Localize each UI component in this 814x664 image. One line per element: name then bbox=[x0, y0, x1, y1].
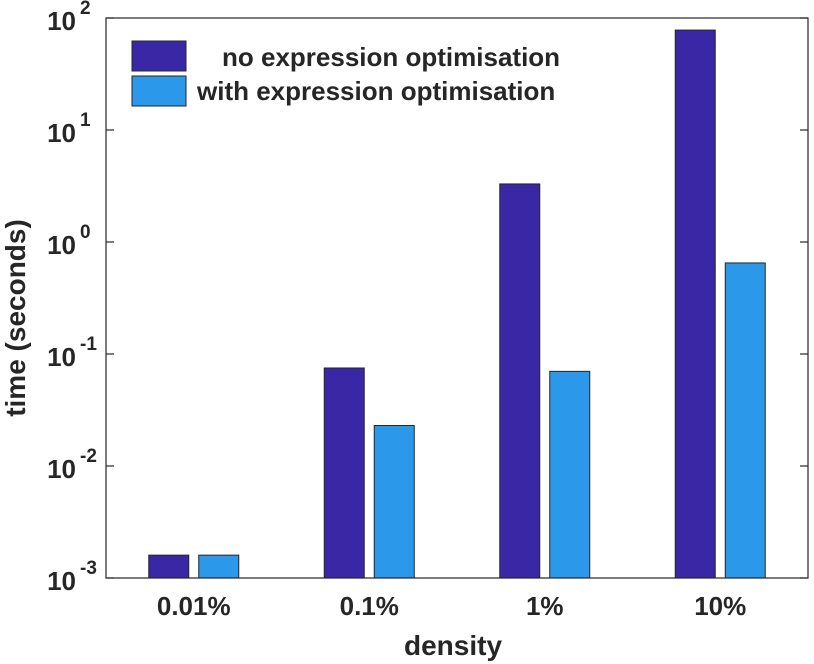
bar-no-opt-3 bbox=[674, 29, 716, 579]
y-tick-label-base: 10 bbox=[47, 454, 76, 484]
y-tick-label-exponent: -2 bbox=[80, 446, 97, 467]
x-tick-label: 0.01% bbox=[157, 591, 231, 621]
y-tick-label-base: 10 bbox=[47, 230, 76, 260]
legend-swatch-with-optimisation bbox=[131, 75, 187, 107]
legend-label-no-optimisation: no expression optimisation bbox=[222, 42, 560, 72]
y-tick-label-exponent: 0 bbox=[80, 222, 91, 243]
y-tick-label-exponent: 1 bbox=[80, 110, 91, 131]
bar-with-opt-2 bbox=[549, 370, 591, 579]
y-tick-label-base: 10 bbox=[47, 6, 76, 36]
legend-swatch-no-optimisation bbox=[131, 40, 187, 72]
legend: no expression optimisation with expressi… bbox=[131, 40, 560, 107]
plot-frame bbox=[105, 17, 809, 579]
y-tick-label-exponent: 2 bbox=[80, 0, 91, 19]
bar-no-opt-2 bbox=[499, 183, 541, 579]
y-tick-label-base: 10 bbox=[47, 342, 76, 372]
bar-no-opt-1 bbox=[323, 367, 365, 579]
bar-with-opt-1 bbox=[373, 424, 415, 579]
y-tick-label-exponent: -3 bbox=[80, 558, 97, 579]
y-tick-label-exponent: -1 bbox=[80, 334, 97, 355]
x-axis-label: density bbox=[404, 630, 502, 661]
bar-no-opt-0 bbox=[148, 554, 190, 579]
bar-with-opt-3 bbox=[724, 262, 766, 579]
y-axis-label: time (seconds) bbox=[0, 219, 31, 417]
x-tick-label: 10% bbox=[694, 591, 746, 621]
bar-with-opt-0 bbox=[198, 554, 240, 579]
y-tick-label-base: 10 bbox=[47, 118, 76, 148]
x-tick-label: 0.1% bbox=[340, 591, 399, 621]
legend-label-with-optimisation: with expression optimisation bbox=[196, 76, 555, 106]
x-tick-label: 1% bbox=[526, 591, 564, 621]
y-tick-label-base: 10 bbox=[47, 566, 76, 596]
